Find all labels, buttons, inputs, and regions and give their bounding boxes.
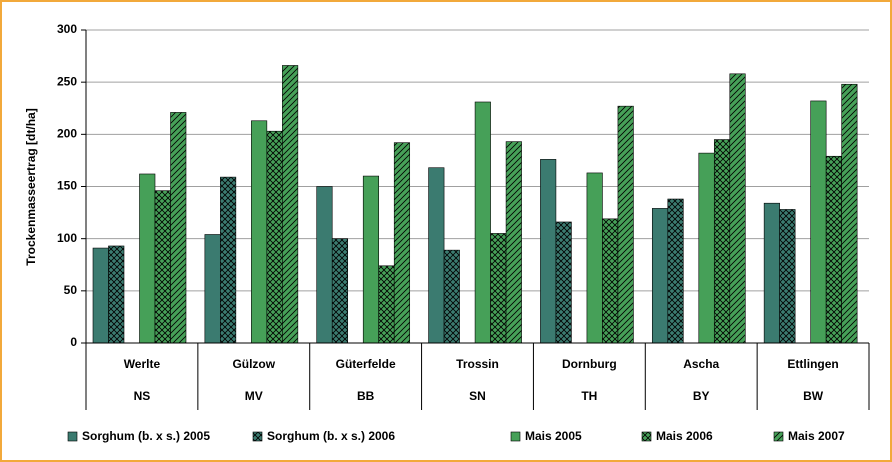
bar xyxy=(251,120,268,344)
y-tick-label: 100 xyxy=(57,231,77,245)
bar xyxy=(282,65,299,344)
y-axis-label: Trockenmasseertrag [dt/ha] xyxy=(24,108,38,265)
bar xyxy=(779,209,796,344)
bar xyxy=(540,159,557,344)
x-group-label: TH xyxy=(581,389,597,403)
bar xyxy=(763,202,780,344)
bar xyxy=(825,155,842,344)
bar xyxy=(667,198,684,344)
y-tick-label: 150 xyxy=(57,179,77,193)
legend-label: Mais 2005 xyxy=(525,429,582,443)
bar xyxy=(362,175,380,344)
legend-swatch xyxy=(510,431,521,442)
bar xyxy=(170,112,187,344)
bar xyxy=(428,167,445,344)
y-tick-label: 200 xyxy=(57,127,77,141)
x-group-label: MV xyxy=(245,389,263,403)
x-group-label: BW xyxy=(803,389,824,403)
legend-swatch xyxy=(641,431,652,442)
bar xyxy=(729,73,746,344)
y-tick-label: 0 xyxy=(70,335,77,349)
bar xyxy=(92,247,109,344)
bar xyxy=(331,238,349,344)
bar xyxy=(713,139,731,344)
x-tick-label: Ettlingen xyxy=(787,357,838,371)
legend-swatch xyxy=(252,431,263,442)
x-tick-label: Werlte xyxy=(124,357,161,371)
bar xyxy=(474,101,491,344)
x-group-label: SN xyxy=(469,389,486,403)
legend-label: Mais 2006 xyxy=(656,429,713,443)
bar xyxy=(651,208,669,344)
legend-label: Sorghum (b. x s.) 2006 xyxy=(267,429,395,443)
bar xyxy=(586,172,603,344)
y-tick-label: 250 xyxy=(57,74,77,88)
bar xyxy=(490,233,507,344)
y-tick-label: 50 xyxy=(64,283,78,297)
bar xyxy=(617,105,634,344)
bar xyxy=(698,152,715,344)
y-tick-label: 300 xyxy=(57,22,77,36)
x-tick-label: Dornburg xyxy=(562,357,617,371)
x-tick-label: Ascha xyxy=(683,357,719,371)
bar xyxy=(393,142,411,344)
bar xyxy=(378,265,395,344)
x-tick-label: Güterfelde xyxy=(336,357,396,371)
bar xyxy=(266,130,283,344)
bar xyxy=(602,218,619,344)
bar xyxy=(108,245,125,344)
x-group-label: BB xyxy=(357,389,375,403)
bar xyxy=(316,186,333,344)
bar xyxy=(220,176,237,344)
bar xyxy=(505,141,522,344)
bar xyxy=(154,190,171,344)
bar xyxy=(204,234,221,344)
legend-label: Mais 2007 xyxy=(788,429,845,443)
legend-swatch xyxy=(773,431,784,442)
x-tick-label: Gülzow xyxy=(232,357,275,371)
bar xyxy=(555,221,572,344)
legend-swatch xyxy=(67,431,78,442)
x-group-label: BY xyxy=(693,389,710,403)
x-group-label: NS xyxy=(134,389,151,403)
bar xyxy=(841,83,858,344)
bar xyxy=(443,249,460,344)
legend-label: Sorghum (b. x s.) 2005 xyxy=(82,429,210,443)
x-tick-label: Trossin xyxy=(456,357,499,371)
bar xyxy=(810,100,827,344)
bar xyxy=(139,173,156,344)
